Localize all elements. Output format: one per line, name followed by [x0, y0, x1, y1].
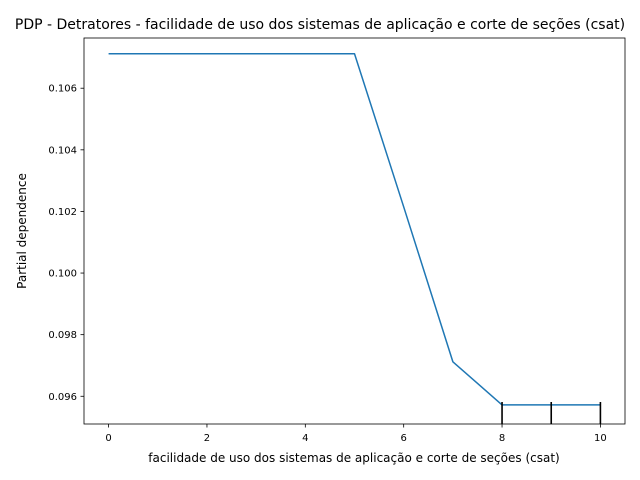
y-tick-label-0: 0.096: [48, 392, 77, 403]
y-axis-label: Partial dependence: [15, 173, 29, 289]
y-tick-label-3: 0.102: [48, 207, 77, 218]
y-tick-label-2: 0.100: [48, 269, 77, 280]
y-tick-label-5: 0.106: [48, 84, 77, 95]
series-line-0: [108, 52, 601, 406]
x-tick-label-2: 4: [302, 433, 308, 444]
chart-title: PDP - Detratores - facilidade de uso dos…: [15, 17, 625, 33]
x-tick-label-0: 0: [105, 433, 111, 444]
y-tick-label-1: 0.098: [48, 330, 77, 341]
y-tick-label-4: 0.104: [48, 145, 77, 156]
plot-area: 0 2 4 6 8 10 0.096 0.098 0.100 0.102 0.104 0.106: [48, 37, 626, 444]
x-tick-label-5: 10: [594, 433, 607, 444]
x-tick-label-1: 2: [204, 433, 210, 444]
x-axis-label: facilidade de uso dos sistemas de aplica…: [148, 451, 559, 465]
x-tick-label-3: 6: [400, 433, 406, 444]
axes-frame: [83, 37, 626, 425]
x-tick-label-4: 8: [499, 433, 505, 444]
